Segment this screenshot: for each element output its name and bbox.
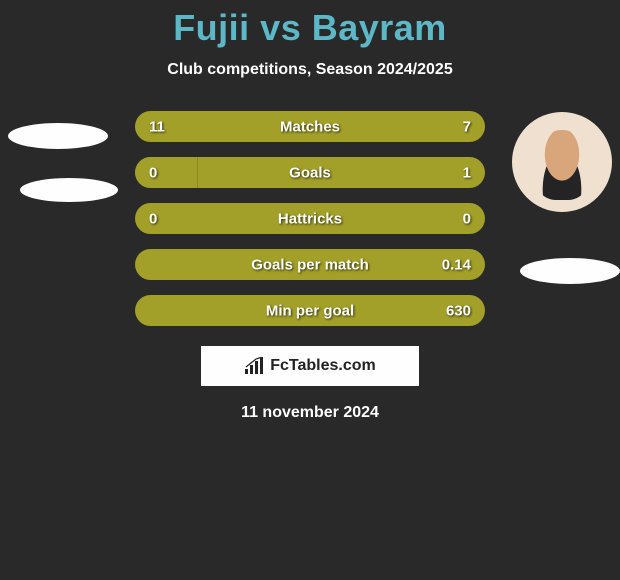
stat-label: Min per goal	[266, 302, 354, 319]
stat-value-left: 0	[149, 210, 157, 227]
comparison-card: Fujii vs Bayram Club competitions, Seaso…	[0, 0, 620, 422]
stat-label: Goals per match	[251, 256, 369, 273]
stat-value-right: 630	[446, 302, 471, 319]
stat-bar: Min per goal 630	[135, 295, 485, 326]
stat-value-left: 11	[149, 118, 165, 135]
stat-value-left: 0	[149, 164, 157, 181]
stat-value-right: 0	[463, 210, 471, 227]
stat-label: Matches	[280, 118, 340, 135]
stat-bar: 11 Matches 7	[135, 111, 485, 142]
chart-icon	[244, 357, 266, 375]
stat-bar: 0 Goals 1	[135, 157, 485, 188]
subtitle: Club competitions, Season 2024/2025	[0, 61, 620, 79]
watermark-text: FcTables.com	[270, 357, 376, 375]
stat-row: 0 Hattricks 0	[0, 203, 620, 234]
page-title: Fujii vs Bayram	[0, 7, 620, 49]
stat-row: Min per goal 630	[0, 295, 620, 326]
stat-bar: 0 Hattricks 0	[135, 203, 485, 234]
stat-label: Goals	[289, 164, 331, 181]
stat-value-right: 7	[463, 118, 471, 135]
date-text: 11 november 2024	[0, 404, 620, 422]
stat-label: Hattricks	[278, 210, 342, 227]
stat-row: Goals per match 0.14	[0, 249, 620, 280]
stat-row: 0 Goals 1	[0, 157, 620, 188]
stat-bar: Goals per match 0.14	[135, 249, 485, 280]
stat-value-right: 1	[463, 164, 471, 181]
watermark[interactable]: FcTables.com	[201, 346, 419, 386]
stat-row: 11 Matches 7	[0, 111, 620, 142]
stat-value-right: 0.14	[442, 256, 471, 273]
